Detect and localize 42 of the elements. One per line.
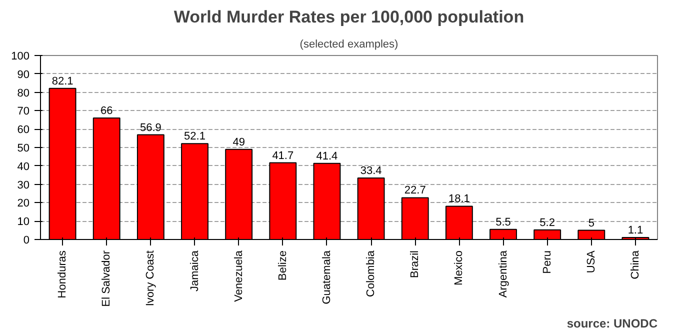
data-label: 56.9 — [140, 122, 162, 134]
data-label: 49 — [232, 136, 245, 148]
y-tick-label: 70 — [17, 106, 30, 118]
data-label: 33.4 — [360, 165, 382, 178]
x-tick-label: Ivory Coast — [144, 250, 157, 306]
x-tick-label: USA — [585, 250, 598, 274]
x-tick-label: El Salvador — [100, 250, 113, 307]
source-note: source: UNODC — [566, 316, 658, 330]
data-label: 41.7 — [272, 150, 294, 162]
y-tick-label: 100 — [11, 50, 30, 62]
y-tick-label: 50 — [17, 142, 30, 154]
chart-subtitle: (selected examples) — [300, 38, 398, 50]
x-tick-label: Mexico — [453, 250, 466, 286]
data-label: 66 — [100, 105, 113, 118]
data-label: 82.1 — [52, 75, 74, 88]
y-tick-label: 40 — [17, 160, 30, 173]
data-label: 1.1 — [628, 224, 644, 236]
x-tick-label: Venezuela — [232, 250, 245, 302]
chart-title: World Murder Rates per 100,000 population — [174, 8, 524, 26]
data-label: 22.7 — [404, 184, 426, 197]
y-tick-label: 20 — [17, 198, 30, 210]
data-label: 18.1 — [448, 193, 470, 206]
y-tick-label: 80 — [17, 87, 30, 100]
x-tick-label: Argentina — [497, 250, 510, 298]
data-label: 41.4 — [316, 150, 338, 162]
y-tick-label: 0 — [23, 234, 30, 246]
x-tick-label: Honduras — [56, 250, 69, 298]
data-label: 5.5 — [496, 216, 511, 228]
x-tick-label: China — [629, 250, 642, 280]
x-tick-label: Brazil — [409, 250, 422, 278]
x-tick-label: Peru — [541, 250, 554, 274]
data-label: 5.2 — [540, 216, 555, 229]
y-tick-label: 60 — [17, 124, 30, 136]
y-tick-label: 90 — [17, 68, 30, 81]
data-label: 5 — [588, 217, 594, 230]
x-tick-label: Belize — [276, 250, 289, 280]
data-label: 52.1 — [184, 130, 206, 143]
y-tick-label: 10 — [17, 216, 30, 228]
y-tick-label: 30 — [17, 179, 30, 192]
x-tick-label: Colombia — [365, 250, 378, 297]
x-tick-label: Jamaica — [188, 250, 201, 292]
x-tick-label: Guatemala — [320, 250, 333, 304]
